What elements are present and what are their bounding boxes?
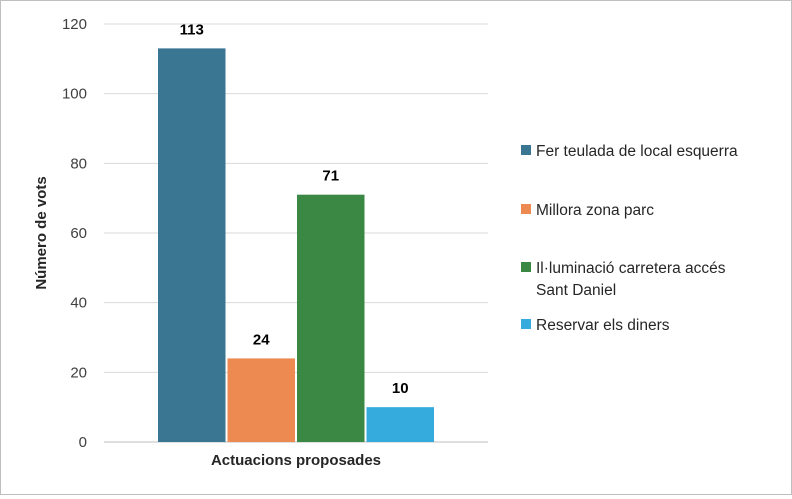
- legend-item-1: Fer teulada de local esquerra: [521, 143, 738, 160]
- y-tick-label: 80: [70, 155, 87, 172]
- legend-label: Sant Daniel: [536, 282, 616, 299]
- bar-value-label: 24: [253, 331, 270, 348]
- y-axis-title: Número de vots: [33, 176, 50, 289]
- x-axis-title: Actuacions proposades: [211, 452, 381, 469]
- bar-2: [227, 358, 295, 442]
- legend-label: Millora zona parc: [536, 202, 654, 219]
- legend-swatch: [521, 204, 531, 214]
- legend-item-3: Il·luminació carretera accés Sant Daniel: [521, 260, 726, 299]
- legend: Fer teulada de local esquerra Millora zon…: [521, 143, 738, 334]
- legend-label: Fer teulada de local esquerra: [536, 143, 738, 160]
- bar-value-label: 113: [180, 21, 204, 38]
- y-tick-label: 0: [79, 434, 87, 451]
- y-tick-label: 40: [70, 295, 87, 312]
- legend-swatch: [521, 262, 531, 272]
- bar-1: [158, 48, 226, 443]
- legend-swatch: [521, 145, 531, 155]
- y-axis-ticks: 0 20 40 60 80 100 120: [62, 16, 87, 451]
- y-tick-label: 60: [70, 225, 87, 242]
- y-tick-label: 100: [62, 86, 87, 103]
- legend-swatch: [521, 319, 531, 329]
- legend-item-4: Reservar els diners: [521, 317, 670, 334]
- legend-label: Il·luminació carretera accés: [536, 260, 726, 277]
- legend-label: Reservar els diners: [536, 317, 670, 334]
- legend-item-2: Millora zona parc: [521, 202, 654, 219]
- bar-value-label: 10: [392, 380, 409, 397]
- data-labels: 113 24 71 10: [180, 21, 409, 397]
- y-tick-label: 120: [62, 16, 87, 33]
- y-tick-label: 20: [70, 364, 87, 381]
- bar-value-label: 71: [322, 168, 339, 185]
- bar-3: [297, 194, 365, 442]
- bars: [158, 48, 434, 443]
- bar-4: [366, 407, 434, 442]
